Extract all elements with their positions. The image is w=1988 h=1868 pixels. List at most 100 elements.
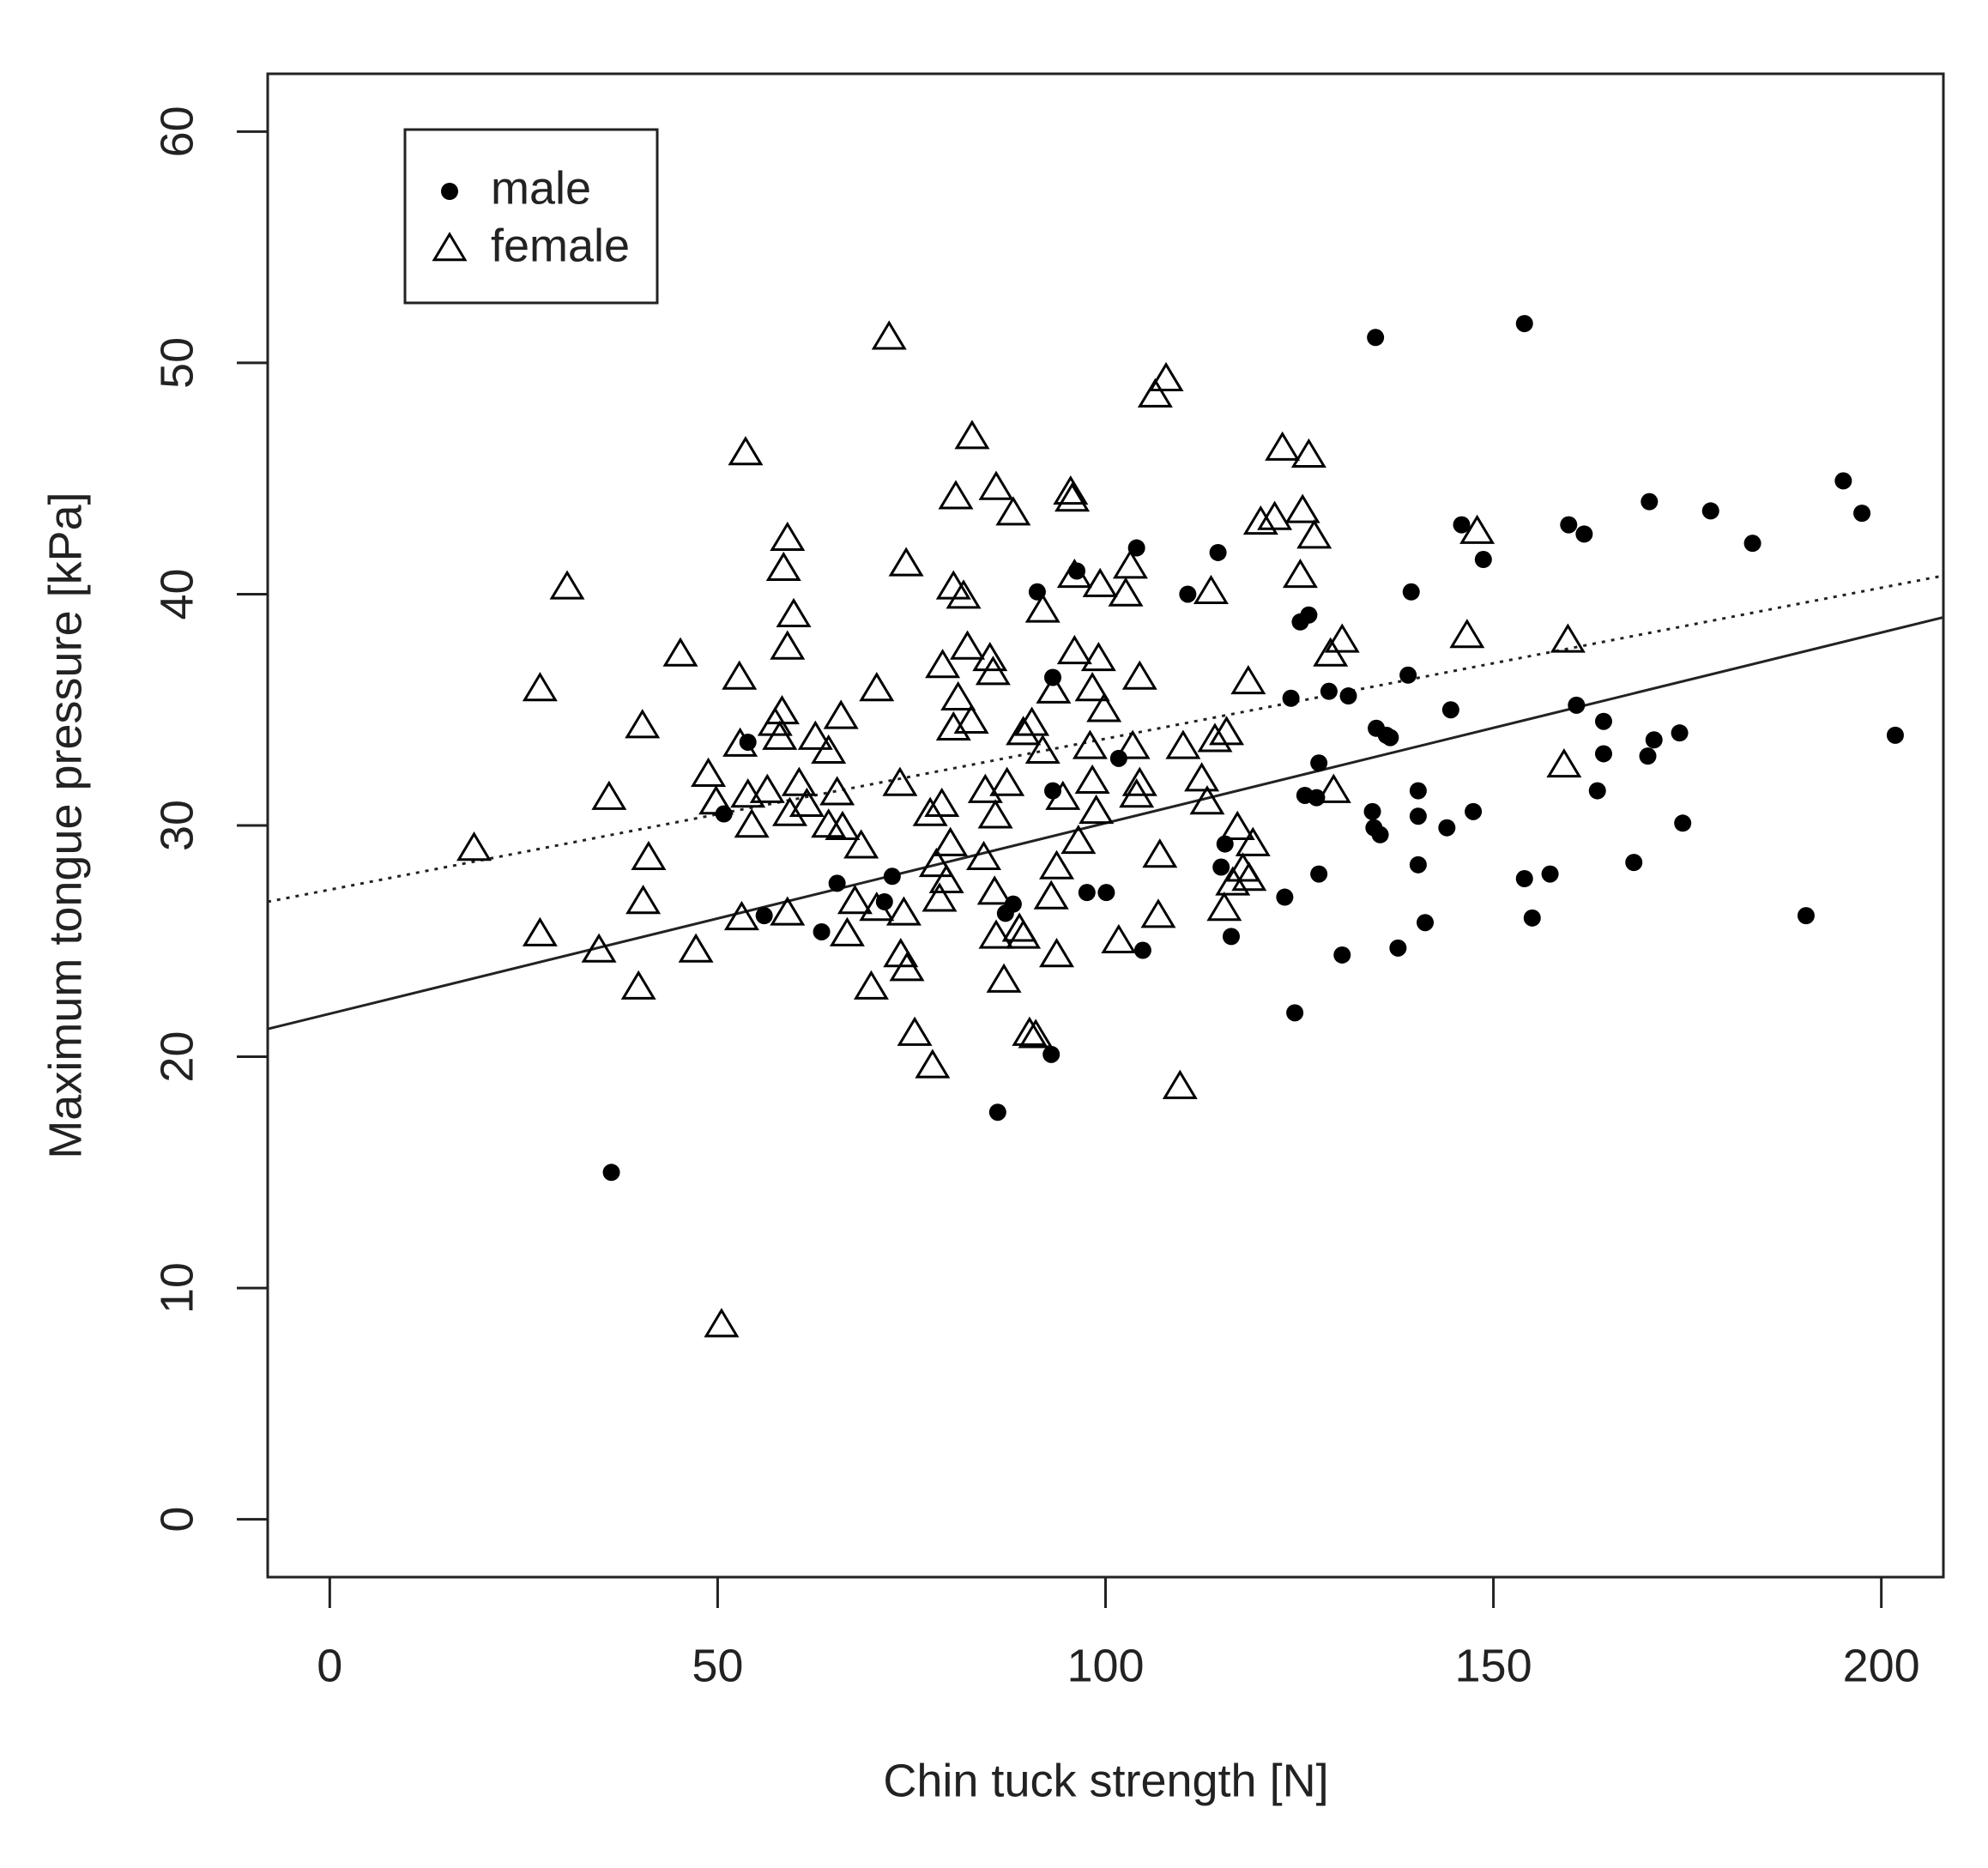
point [1165,729,1201,759]
point [698,785,734,815]
point [1296,519,1332,549]
point [1060,824,1097,855]
y-tick-label: 10 [151,1262,202,1314]
point [1053,475,1089,505]
point [940,680,976,711]
point [1265,431,1301,461]
point [1459,514,1496,544]
point [1701,502,1719,520]
point [1042,1045,1060,1063]
point [1121,766,1157,796]
point [1886,726,1904,744]
point [1018,1019,1054,1049]
point [912,796,948,826]
point [1594,745,1612,763]
point [950,630,986,660]
point [995,496,1031,526]
point [819,776,855,806]
point [602,1164,620,1182]
point [1184,762,1220,792]
point [1438,819,1456,837]
point [978,470,1014,500]
x-tick-label: 50 [692,1640,743,1691]
x-tick-label: 0 [317,1640,342,1691]
y-tick-label: 20 [151,1031,202,1082]
point [1179,585,1197,603]
point [1541,865,1559,883]
point [762,720,798,750]
point [1209,543,1227,561]
point [1639,747,1657,765]
point [1078,884,1096,902]
point [1108,577,1144,607]
point [1024,593,1060,623]
point [1242,505,1278,535]
point [1056,634,1092,665]
point [954,420,990,450]
point [915,1049,951,1079]
point [1012,1016,1048,1046]
point [1399,666,1417,684]
point [1671,724,1689,742]
point [1465,802,1483,820]
point [1743,535,1761,553]
point [1310,865,1328,883]
point [928,863,964,893]
point [1212,858,1230,876]
point [770,521,806,552]
x-axis-label: Chin tuck strength [N] [883,1755,1328,1806]
point [1209,716,1245,746]
point [1853,505,1871,523]
point [591,780,627,810]
point [988,1103,1006,1121]
point [1033,880,1069,910]
point [734,808,770,838]
point [522,672,558,702]
point [1006,919,1042,949]
point [1072,729,1108,759]
point [967,773,1003,803]
point [1797,907,1815,925]
point [678,933,714,963]
point [581,933,617,963]
legend-marker [432,232,468,262]
point [933,826,969,856]
point [938,480,974,510]
point [1222,928,1240,946]
point [1575,525,1593,543]
point [1449,619,1485,649]
point [1594,712,1612,730]
point [825,810,861,840]
point [1324,623,1360,653]
point [1006,716,1042,746]
point [1286,1004,1304,1022]
point [1417,914,1435,932]
point [829,916,865,946]
point [897,1016,933,1046]
point [662,637,698,667]
point [1300,606,1318,624]
point [1036,674,1072,704]
point [811,734,847,764]
point [989,766,1025,796]
point [925,649,961,679]
point [1546,748,1582,778]
point [1588,782,1606,800]
point [1834,472,1852,490]
point [918,847,954,878]
y-tick-label: 60 [151,106,202,157]
x-tick-label: 150 [1455,1640,1532,1691]
point [924,787,960,817]
point [625,709,661,739]
point [1625,854,1643,872]
point [1333,946,1351,964]
point [1282,558,1318,589]
point [1014,706,1050,736]
point [1080,642,1116,672]
point [631,840,667,870]
point [1074,672,1110,702]
y-axis-label: Maximum tongue pressure [kPa] [39,492,91,1158]
point [1282,689,1300,707]
point [966,840,1002,870]
